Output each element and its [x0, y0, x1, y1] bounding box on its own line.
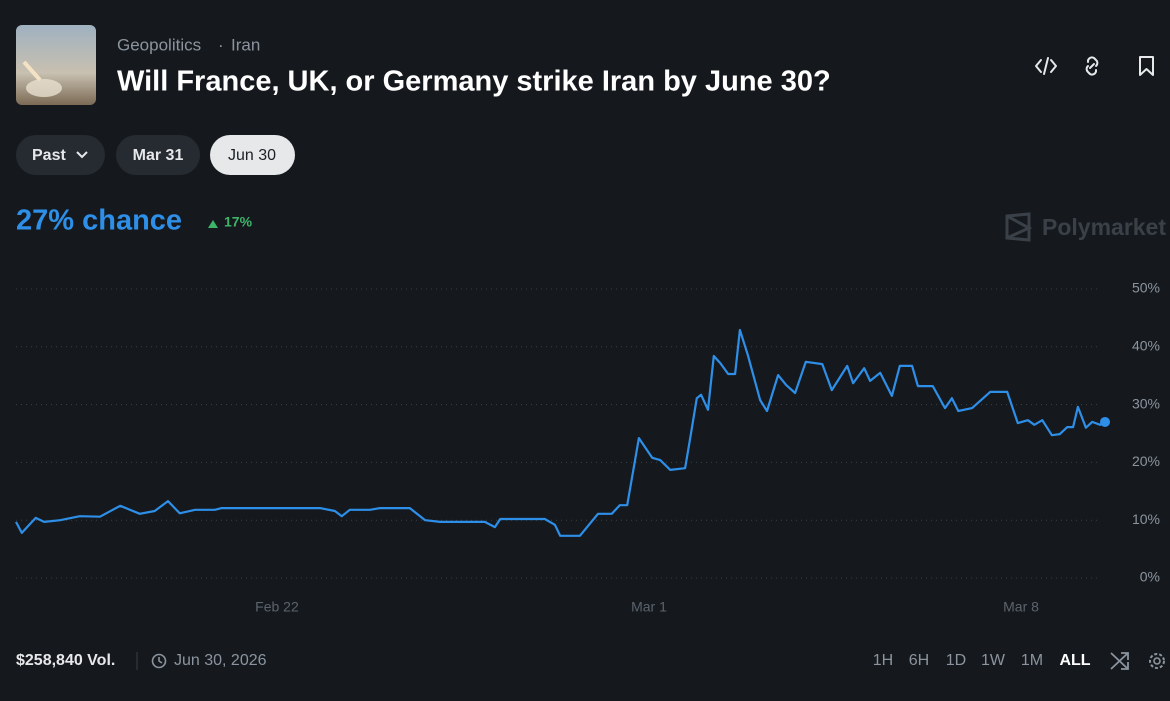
range-button[interactable]: 6H	[909, 652, 929, 669]
watermark: Polymarket	[1042, 214, 1166, 240]
end-date: Jun 30, 2026	[174, 652, 267, 669]
image-detail	[22, 60, 42, 82]
bookmark-button[interactable]	[1139, 56, 1154, 76]
tab-label: Past	[32, 147, 66, 164]
range-button[interactable]: ALL	[1059, 652, 1090, 669]
clock-icon	[151, 653, 167, 669]
x-tick-label: Feb 22	[255, 599, 299, 615]
shuffle-button[interactable]	[1110, 652, 1129, 670]
separator: ·	[218, 35, 224, 54]
y-tick-label: 50%	[1132, 280, 1160, 296]
tab-button[interactable]	[116, 135, 200, 175]
range-button[interactable]: 1D	[946, 652, 966, 669]
volume: $258,840 Vol.	[16, 652, 115, 669]
y-tick-label: 40%	[1132, 338, 1160, 354]
range-button[interactable]: 1M	[1021, 652, 1043, 669]
category[interactable]: Geopolitics	[117, 35, 201, 54]
range-button[interactable]: 1H	[873, 652, 893, 669]
y-tick-label: 30%	[1132, 395, 1160, 411]
tab-label: Jun 30	[228, 147, 276, 164]
dropdown-icon	[76, 151, 88, 159]
y-tick-label: 10%	[1132, 511, 1160, 527]
y-tick-label: 20%	[1132, 453, 1160, 469]
settings-button[interactable]	[1149, 653, 1165, 669]
x-tick-label: Mar 8	[1003, 599, 1039, 615]
up-arrow	[208, 220, 218, 228]
link-button[interactable]	[1085, 56, 1099, 76]
y-tick-label: 0%	[1140, 569, 1160, 585]
market-title: Will France, UK, or Germany strike Iran …	[117, 66, 831, 98]
embed-button[interactable]	[1035, 57, 1057, 75]
image-detail	[26, 79, 62, 97]
tab-label: Mar 31	[133, 147, 184, 164]
settings-button	[1153, 657, 1161, 665]
change: 17%	[224, 214, 253, 230]
price-line	[15, 328, 1106, 537]
chance: 27% chance	[16, 205, 182, 237]
tab-button-active[interactable]	[210, 135, 295, 175]
tab-button[interactable]	[16, 135, 105, 175]
watermark-logo	[1005, 212, 1033, 242]
tag[interactable]: Iran	[231, 35, 260, 54]
x-tick-label: Mar 1	[631, 599, 667, 615]
range-button[interactable]: 1W	[981, 652, 1006, 669]
clock-icon	[158, 657, 163, 664]
last-point	[1100, 416, 1110, 427]
